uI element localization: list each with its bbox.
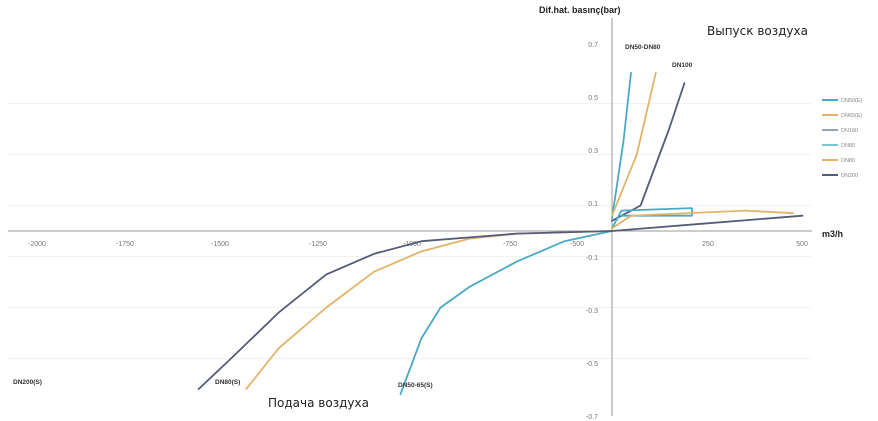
x-tick-label: -1500 — [211, 241, 229, 248]
series-line — [611, 207, 693, 230]
series-line — [197, 230, 613, 390]
y-tick-label: 0.3 — [588, 148, 598, 155]
legend-label: DN50(E) — [841, 98, 863, 104]
series-line — [611, 82, 686, 222]
inlet-annotation: Подача воздуха — [268, 396, 369, 410]
series-line — [611, 209, 794, 230]
y-axis-title: Dif.hat. basınç(bar) — [539, 5, 621, 15]
legend: DN50(E) DN65(E) DN100 DN80 DN80 DN200 — [822, 98, 863, 179]
legend-label: DN65(E) — [841, 113, 863, 119]
series-line — [399, 230, 613, 396]
legend-label: DN80 — [841, 143, 855, 149]
series-line — [611, 214, 804, 232]
curve-label-bottom-c: DN50-65(S) — [398, 382, 433, 389]
series-line — [245, 230, 613, 390]
outlet-annotation: Выпуск воздуха — [707, 24, 808, 38]
curve-label-top-right: DN100 — [672, 62, 693, 69]
y-tick-labels: 0.7 0.5 0.3 0.1 -0.1 -0.3 -0.5 -0.7 — [586, 42, 598, 421]
y-tick-label: 0.5 — [588, 95, 598, 102]
legend-label: DN80 — [841, 158, 855, 164]
x-tick-label: -2000 — [28, 241, 46, 248]
y-tick-label: -0.7 — [586, 414, 598, 421]
x-tick-label: -1250 — [309, 241, 327, 248]
y-tick-label: -0.3 — [586, 308, 598, 315]
y-tick-label: 0.7 — [588, 42, 598, 49]
curve-label-top-left: DN50-DN80 — [625, 44, 661, 51]
y-tick-label: -0.1 — [586, 255, 598, 262]
x-tick-label: 500 — [796, 241, 808, 248]
x-tick-label: 250 — [702, 241, 714, 248]
series-group — [197, 72, 804, 396]
x-tick-label: -750 — [503, 241, 517, 248]
legend-label: DN200 — [841, 173, 858, 179]
x-tick-label: -1750 — [116, 241, 134, 248]
curve-label-bottom-a: DN200(S) — [13, 379, 42, 386]
y-tick-label: 0.1 — [588, 201, 598, 208]
x-axis-title: m3/h — [822, 229, 843, 239]
series-line — [611, 72, 632, 220]
x-tick-label: -500 — [570, 241, 584, 248]
legend-label: DN100 — [841, 128, 858, 134]
curve-label-bottom-b: DN80(S) — [215, 379, 240, 386]
series-line — [611, 72, 657, 217]
y-tick-label: -0.5 — [586, 361, 598, 368]
